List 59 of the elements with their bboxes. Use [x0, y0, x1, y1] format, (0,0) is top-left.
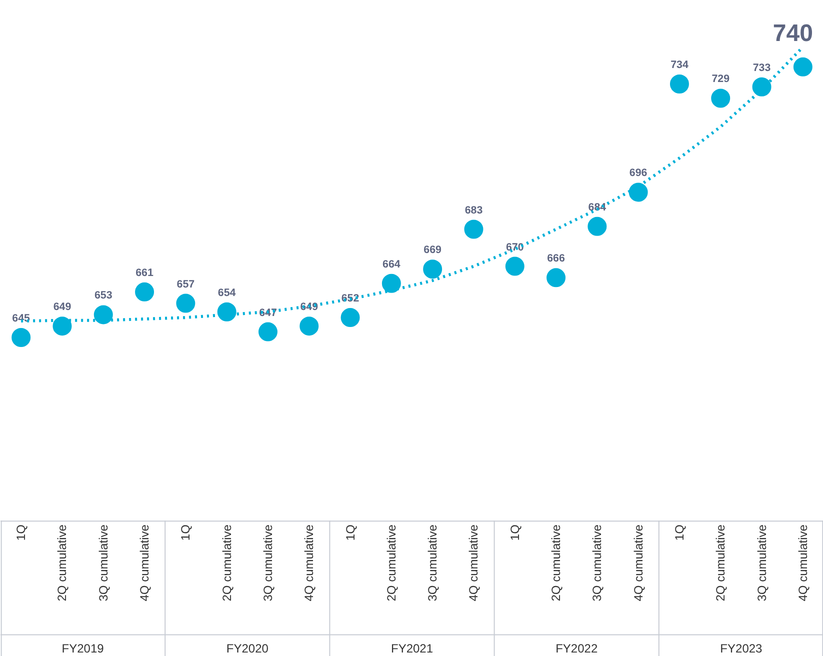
data-label: 654: [218, 286, 236, 299]
data-label: 729: [712, 73, 730, 86]
data-label: 683: [464, 204, 483, 216]
data-label: 649: [53, 301, 72, 314]
point: [300, 316, 319, 336]
x-tick-label: 3Q cumulative: [260, 524, 275, 602]
x-tick-label: 2Q cumulative: [549, 524, 564, 602]
point: [711, 88, 730, 108]
x-tick-label: 4Q cumulative: [138, 524, 152, 602]
point: [752, 77, 772, 96]
x-tick-label: 1Q: [343, 524, 358, 541]
point: [176, 294, 196, 313]
text: FY2021: [390, 641, 434, 656]
text: FY2023: [720, 641, 763, 656]
x-tick-label: 4Q cumulative: [796, 524, 810, 602]
x-tick-label: 1Q: [14, 524, 28, 541]
x-tick-label: 3Q cumulative: [426, 524, 440, 602]
text: FY2022: [556, 641, 598, 656]
point: [217, 302, 236, 322]
data-label: 734: [670, 59, 688, 72]
point: [258, 322, 278, 342]
point: [588, 216, 607, 236]
x-tick-label: 2Q cumulative: [384, 524, 398, 602]
x-tick-label: 3Q cumulative: [590, 524, 604, 602]
data-label: 740: [772, 20, 813, 47]
point: [135, 282, 154, 302]
data-label: 661: [136, 266, 154, 279]
x-tick-label: 1Q: [672, 524, 686, 541]
text: FY2020: [226, 641, 269, 656]
data-label: 653: [94, 290, 112, 302]
point: [52, 316, 72, 336]
x-tick-label: 3Q cumulative: [754, 524, 769, 602]
data-label: 696: [629, 167, 648, 180]
x-tick-label: 1Q: [178, 524, 193, 541]
point: [628, 182, 648, 202]
x-tick-label: 4Q cumulative: [302, 524, 316, 602]
x-tick-label: 1Q: [508, 524, 522, 541]
point: [12, 328, 31, 347]
point: [94, 305, 113, 324]
data-label: 733: [752, 62, 771, 74]
point: [670, 74, 689, 94]
point: [546, 268, 566, 288]
point: [423, 260, 442, 279]
data-label: 666: [547, 252, 565, 265]
data-label: 669: [424, 244, 442, 256]
x-tick-label: 3Q cumulative: [96, 524, 110, 602]
point: [382, 274, 401, 293]
point: [505, 256, 524, 276]
x-tick-label: 4Q cumulative: [631, 524, 646, 602]
x-tick-label: 2Q cumulative: [220, 524, 234, 602]
text: FY2019: [62, 641, 104, 656]
data-label: 664: [382, 258, 400, 270]
point: [793, 57, 812, 76]
point: [340, 308, 360, 328]
data-label: 657: [176, 278, 195, 290]
x-tick-label: 2Q cumulative: [714, 524, 728, 602]
x-tick-label: 2Q cumulative: [55, 524, 70, 602]
x-tick-label: 4Q cumulative: [466, 524, 481, 602]
point: [464, 220, 484, 239]
